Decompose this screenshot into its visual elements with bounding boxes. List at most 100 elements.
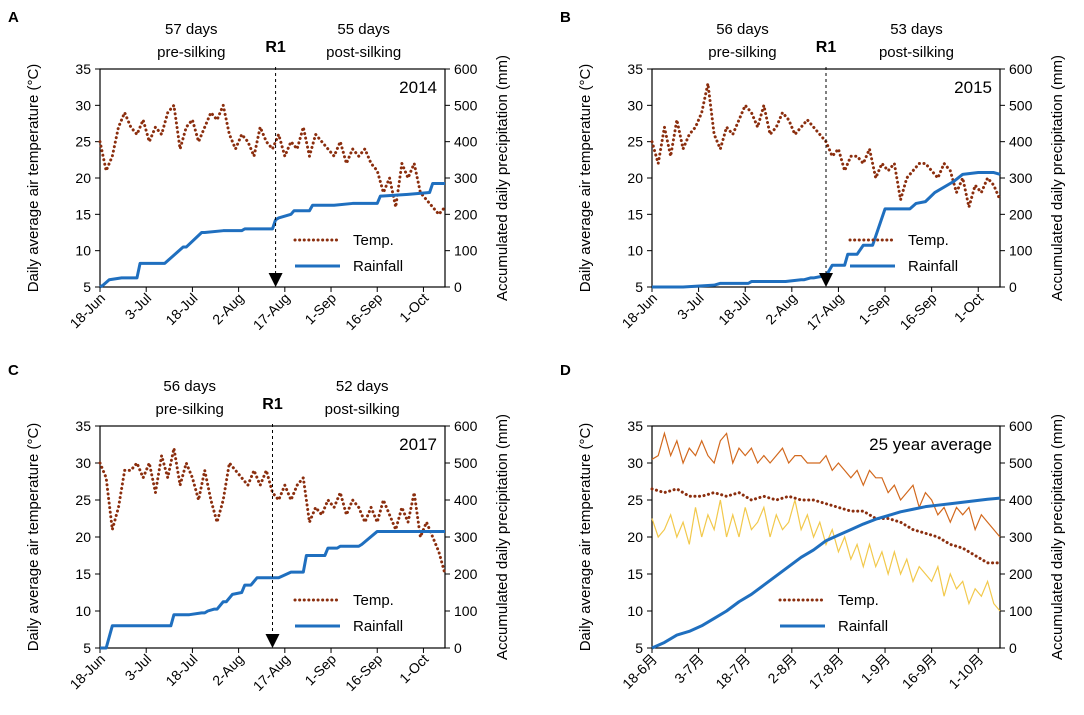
- y-right-tick-label: 400: [1009, 134, 1033, 150]
- series-rainfall: [652, 171, 1001, 289]
- legend-rain-label: Rainfall: [353, 618, 403, 635]
- y-left-tick-label: 5: [83, 640, 91, 656]
- y-left-tick-label: 5: [635, 640, 643, 656]
- y-right-tick-label: 200: [1009, 566, 1033, 582]
- y-left-tick-label: 30: [627, 97, 643, 113]
- x-tick-label: 16-9月: [899, 651, 940, 692]
- post-silking-label: post-silking: [879, 44, 954, 61]
- y-left-tick-label: 25: [627, 134, 643, 150]
- legend-temp-label: Temp.: [908, 232, 949, 249]
- x-tick-label: 1-Oct: [396, 651, 432, 687]
- x-tick-label: 1-10月: [945, 651, 986, 692]
- series-temperature: [98, 447, 447, 576]
- x-tick-label: 17-8月: [806, 651, 847, 692]
- y-left-tick-label: 10: [75, 603, 91, 619]
- series-temperature: [650, 487, 1002, 565]
- legend: Temp. Rainfall: [293, 232, 403, 275]
- y-left-axis-title: Daily average air temperature (°C): [577, 423, 594, 652]
- pre-silking-label: pre-silking: [156, 401, 224, 418]
- y-left-axis-title: Daily average air temperature (°C): [577, 64, 594, 293]
- series-temperature: [98, 100, 447, 217]
- plot-frame: [99, 425, 446, 649]
- x-tick-label: 3-Jul: [122, 651, 155, 684]
- x-tick-label: 2-Aug: [209, 651, 247, 689]
- x-tick-label: 17-Aug: [803, 290, 846, 333]
- x-tick-label: 3-7月: [671, 651, 707, 687]
- pre-silking-days: 56 days: [716, 21, 769, 38]
- panel-b: B 5 10 15 20 25 30 35 0 100 200 300 400 500 600 18-Jun 3…: [560, 9, 1066, 333]
- legend: Temp. Rainfall: [778, 592, 888, 635]
- x-tick-label: 17-Aug: [250, 651, 293, 694]
- r1-arrowhead: [268, 273, 283, 287]
- y-right-tick-label: 500: [1009, 97, 1033, 113]
- y-right-tick-label: 0: [454, 279, 462, 295]
- series-min-temp: [651, 499, 1001, 612]
- y-right-axis-title: Accumulated daily precipitation (mm): [1049, 55, 1066, 301]
- legend-temp-label: Temp.: [353, 232, 394, 249]
- x-tick-label: 1-Oct: [951, 290, 987, 326]
- panel-c: C 5 10 15 20 25 30 35 0 100 200 300 400 500 600 18-Jun 3…: [8, 362, 511, 694]
- post-silking-days: 53 days: [890, 21, 943, 38]
- y-left-tick-label: 20: [627, 170, 643, 186]
- y-left-tick-label: 35: [627, 61, 643, 77]
- year-label: 25 year average: [869, 435, 992, 454]
- x-tick-label: 18-Jun: [67, 651, 109, 693]
- x-tick-label: 16-Sep: [342, 290, 385, 333]
- x-tick-label: 1-Sep: [855, 290, 893, 328]
- panel-letter: C: [8, 362, 19, 379]
- y-right-tick-label: 0: [454, 640, 462, 656]
- y-left-tick-label: 5: [83, 279, 91, 295]
- pre-silking-days: 56 days: [163, 378, 216, 395]
- y-left-tick-label: 25: [75, 134, 91, 150]
- x-tick-label: 18-Jul: [715, 290, 753, 328]
- y-right-tick-label: 600: [454, 61, 478, 77]
- y-right-tick-label: 300: [1009, 170, 1033, 186]
- r1-label: R1: [816, 39, 837, 56]
- y-left-tick-label: 15: [75, 566, 91, 582]
- series-rainfall: [99, 181, 445, 289]
- plot-frame: [99, 68, 446, 288]
- x-tick-label: 1-Oct: [396, 290, 432, 326]
- y-right-tick-label: 100: [454, 243, 478, 259]
- x-tick-label: 1-9月: [858, 651, 894, 687]
- plot-frame: [651, 425, 1001, 649]
- y-left-axis-title: Daily average air temperature (°C): [25, 423, 42, 652]
- x-tick-label: 2-8月: [764, 651, 800, 687]
- y-left-tick-label: 20: [75, 529, 91, 545]
- y-left-tick-label: 30: [75, 97, 91, 113]
- legend-rain-label: Rainfall: [838, 618, 888, 635]
- legend-rain-label: Rainfall: [353, 258, 403, 275]
- x-tick-label: 1-Sep: [301, 290, 339, 328]
- y-right-tick-label: 600: [1009, 418, 1033, 434]
- y-right-tick-label: 500: [454, 97, 478, 113]
- y-right-tick-label: 300: [454, 529, 478, 545]
- y-left-tick-label: 15: [75, 206, 91, 222]
- y-right-tick-label: 300: [454, 170, 478, 186]
- year-label: 2014: [399, 78, 437, 97]
- legend-rain-label: Rainfall: [908, 258, 958, 275]
- panel-a: A 5 10 15 20 25 30 35 0 100 200 300 400 500 600 18-Jun 3…: [8, 9, 511, 333]
- y-left-tick-label: 20: [627, 529, 643, 545]
- legend-temp-label: Temp.: [353, 592, 394, 609]
- panel-letter: D: [560, 362, 571, 379]
- x-tick-label: 18-Jul: [162, 290, 200, 328]
- panel-letter: B: [560, 9, 571, 26]
- legend: Temp. Rainfall: [848, 232, 958, 275]
- x-tick-label: 2-Aug: [209, 290, 247, 328]
- pre-silking-days: 57 days: [165, 21, 218, 38]
- y-left-tick-label: 15: [627, 566, 643, 582]
- x-tick-label: 3-Jul: [122, 290, 155, 323]
- x-tick-label: 2-Aug: [762, 290, 800, 328]
- x-tick-label: 18-Jun: [619, 290, 661, 332]
- y-right-tick-label: 400: [1009, 492, 1033, 508]
- y-right-tick-label: 200: [1009, 206, 1033, 222]
- post-silking-label: post-silking: [326, 44, 401, 61]
- y-left-tick-label: 10: [627, 603, 643, 619]
- y-right-tick-label: 100: [454, 603, 478, 619]
- post-silking-days: 52 days: [336, 378, 389, 395]
- x-tick-label: 16-Sep: [897, 290, 940, 333]
- post-silking-label: post-silking: [325, 401, 400, 418]
- series-rainfall: [651, 496, 1001, 650]
- y-left-tick-label: 5: [635, 279, 643, 295]
- x-tick-label: 18-6月: [619, 651, 660, 692]
